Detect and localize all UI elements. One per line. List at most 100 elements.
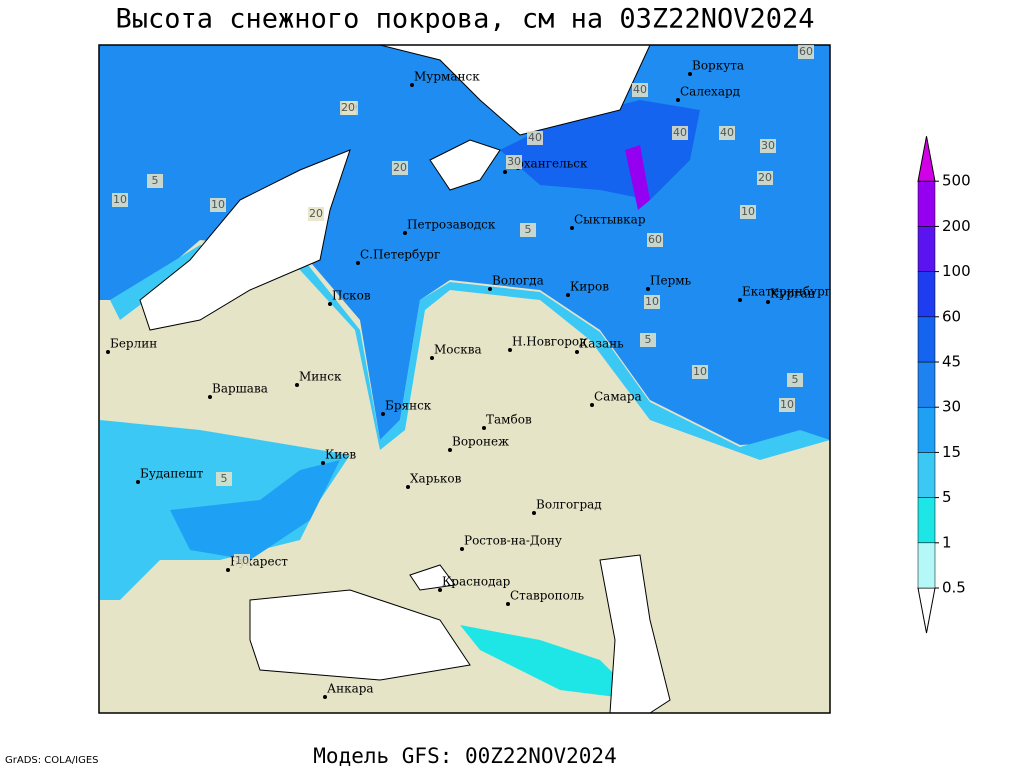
city-dot bbox=[410, 83, 414, 87]
contour-label-bg bbox=[308, 207, 324, 221]
city-label: Пермь bbox=[650, 274, 692, 288]
contour-label: 5 bbox=[221, 472, 228, 485]
city-dot bbox=[356, 261, 360, 265]
city-label: Вологда bbox=[492, 274, 544, 288]
city-dot bbox=[295, 383, 299, 387]
contour-label: 10 bbox=[780, 398, 794, 411]
city-label: Псков bbox=[332, 289, 371, 303]
contour-label-bg bbox=[719, 126, 735, 140]
legend-swatch bbox=[917, 226, 936, 272]
city-label: Сыктывкар bbox=[574, 213, 646, 227]
city-label: Казань bbox=[579, 337, 624, 351]
city-dot bbox=[766, 300, 770, 304]
city-label: Берлин bbox=[110, 337, 157, 351]
city-dot bbox=[566, 293, 570, 297]
contour-label: 60 bbox=[648, 233, 662, 246]
contour-label-bg bbox=[647, 233, 663, 247]
contour-label-bg bbox=[779, 398, 795, 412]
city-dot bbox=[575, 350, 579, 354]
city-label: Курган bbox=[770, 287, 815, 301]
city-dot bbox=[208, 395, 212, 399]
contour-label: 20 bbox=[341, 101, 355, 114]
legend-label: 60 bbox=[942, 307, 961, 325]
contour-label: 10 bbox=[235, 554, 249, 567]
contour-label: 40 bbox=[528, 131, 542, 144]
legend-label: 45 bbox=[942, 353, 961, 371]
city-dot bbox=[106, 350, 110, 354]
contour-label-bg bbox=[760, 139, 776, 153]
contour-label-bg bbox=[112, 193, 128, 207]
city-label: Волгоград bbox=[536, 498, 602, 512]
contour-label: 10 bbox=[741, 205, 755, 218]
contour-label: 40 bbox=[633, 83, 647, 96]
caspian-sea bbox=[599, 554, 671, 714]
legend-label: 0.5 bbox=[942, 579, 966, 597]
city-label: Киев bbox=[325, 448, 356, 462]
contour-label: 10 bbox=[113, 193, 127, 206]
legend-swatch bbox=[917, 271, 936, 318]
contour-label-bg bbox=[632, 83, 648, 97]
footer: Модель GFS: 00Z22NOV2024 bbox=[313, 744, 616, 768]
credit: GrADS: COLA/IGES bbox=[5, 755, 99, 766]
contour-label: 60 bbox=[799, 45, 813, 58]
contour-label: 20 bbox=[393, 161, 407, 174]
city-label: Тамбов bbox=[486, 413, 532, 427]
contour-label-bg bbox=[210, 198, 226, 212]
contour-label: 10 bbox=[645, 295, 659, 308]
contour-label-bg bbox=[798, 45, 814, 59]
city-label: Варшава bbox=[212, 382, 268, 396]
city-dot bbox=[226, 568, 230, 572]
contour-label: 10 bbox=[211, 198, 225, 211]
legend-low-triangle bbox=[917, 587, 936, 634]
contour-label: 5 bbox=[792, 373, 799, 386]
city-label: С.Петербург bbox=[360, 248, 440, 262]
city-dot bbox=[323, 695, 327, 699]
city-dot bbox=[532, 511, 536, 515]
legend-swatch bbox=[917, 180, 936, 227]
city-label: Ростов-на-Дону bbox=[464, 534, 562, 548]
snow-area bbox=[170, 460, 340, 560]
seas bbox=[139, 44, 671, 714]
contour-label-bg bbox=[692, 365, 708, 379]
legend-label: 30 bbox=[942, 398, 961, 416]
snow-area bbox=[110, 245, 830, 460]
contour-label: 30 bbox=[507, 155, 521, 168]
map-frame bbox=[98, 44, 831, 714]
contour-label: 40 bbox=[673, 126, 687, 139]
city-dot bbox=[430, 356, 434, 360]
title: Высота снежного покрова, см на 03Z22NOV2… bbox=[116, 4, 815, 35]
black-sea bbox=[249, 589, 471, 681]
city-dot bbox=[503, 170, 507, 174]
city-dot bbox=[590, 403, 594, 407]
contour-label-bg bbox=[520, 223, 536, 237]
city-label: Архангельск bbox=[507, 157, 588, 171]
city-dot bbox=[646, 287, 650, 291]
contour-label: 5 bbox=[152, 174, 159, 187]
legend-label: 200 bbox=[942, 217, 971, 235]
barents-sea bbox=[379, 44, 651, 136]
contour-label: 5 bbox=[645, 333, 652, 346]
city-dot bbox=[508, 348, 512, 352]
contour-label: 40 bbox=[720, 126, 734, 139]
legend-high-triangle bbox=[917, 136, 936, 182]
city-dot bbox=[328, 302, 332, 306]
map bbox=[98, 44, 831, 714]
city-dot bbox=[488, 287, 492, 291]
city-dot bbox=[403, 231, 407, 235]
legend-label: 15 bbox=[942, 443, 961, 461]
contour-label-bg bbox=[757, 171, 773, 185]
city-label: Краснодар bbox=[442, 575, 511, 589]
white-sea bbox=[429, 139, 501, 191]
contour-label: 20 bbox=[309, 207, 323, 220]
city-dot bbox=[448, 448, 452, 452]
city-label: Минск bbox=[299, 370, 342, 384]
city-dot bbox=[321, 461, 325, 465]
contour-label-bg bbox=[216, 472, 232, 486]
city-dot bbox=[438, 588, 442, 592]
legend-swatch bbox=[917, 497, 936, 544]
city-dot bbox=[381, 412, 385, 416]
city-label: Москва bbox=[434, 343, 482, 357]
contour-label-bg bbox=[147, 174, 163, 188]
contour-label: 20 bbox=[758, 171, 772, 184]
